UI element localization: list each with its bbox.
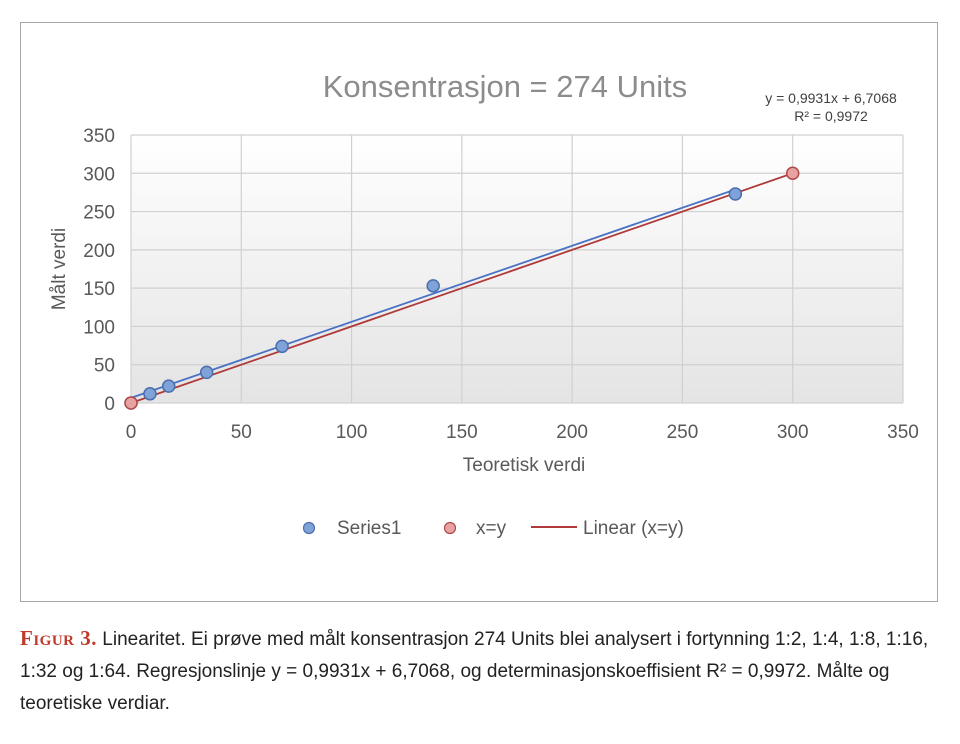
series1-point: [728, 187, 743, 201]
series1-point: [199, 365, 214, 380]
y-tick-label: 50: [94, 356, 115, 377]
y-tick-label: 350: [83, 126, 115, 147]
trendline-equation: y = 0,9931x + 6,7068: [765, 90, 897, 106]
series1-point: [426, 279, 440, 293]
x-tick-label: 150: [446, 422, 478, 443]
x-tick-label: 200: [556, 422, 588, 443]
trendline-xy: [130, 172, 794, 404]
legend-label-series1: Series1: [337, 518, 401, 539]
x-tick-labels: 0 50 100 150 200 250 300 350: [126, 422, 919, 443]
legend: Series1 x=y Linear (x=y): [302, 518, 684, 539]
series1-point: [143, 387, 157, 401]
x-tick-label: 0: [126, 422, 137, 443]
chart-canvas: 0 50 100 150 200 250 300 350 0 50 100 150 200 250 300…: [49, 69, 919, 539]
figure-caption-text: Linearitet. Ei prøve med målt konsentras…: [20, 629, 929, 714]
figure-caption: Figur 3. Linearitet. Ei prøve med målt k…: [20, 622, 940, 720]
figure-label: Figur 3.: [20, 626, 97, 650]
legend-marker-series1: [302, 521, 316, 535]
x-tick-label: 250: [667, 422, 699, 443]
chart-frame: 0 50 100 150 200 250 300 350 0 50 100 150 200 250 300…: [20, 22, 938, 602]
legend-label-linear: Linear (x=y): [583, 518, 684, 539]
y-tick-labels: 0 50 100 150 200 250 300 350: [83, 126, 115, 415]
x-tick-label: 100: [336, 422, 368, 443]
gridlines: [130, 134, 904, 404]
x-axis-label: Teoretisk verdi: [463, 455, 586, 476]
legend-marker-xy: [443, 521, 457, 535]
x-tick-label: 300: [777, 422, 809, 443]
legend-label-xy: x=y: [476, 518, 507, 539]
chart-title: Konsentrasjon = 274 Units: [323, 69, 687, 104]
y-tick-label: 300: [83, 164, 115, 185]
trendline-series1: [130, 188, 736, 399]
y-tick-label: 250: [83, 203, 115, 224]
x-tick-label: 50: [231, 422, 252, 443]
xy-point: [785, 166, 800, 181]
y-tick-label: 200: [83, 241, 115, 262]
data-points: [124, 166, 800, 410]
y-tick-label: 100: [83, 317, 115, 338]
y-tick-label: 0: [104, 394, 115, 415]
x-tick-label: 350: [887, 422, 919, 443]
xy-point: [124, 396, 138, 410]
y-axis-label: Målt verdi: [49, 228, 70, 310]
trendlines: [130, 172, 794, 404]
y-tick-label: 150: [83, 279, 115, 300]
series1-point: [161, 379, 176, 393]
trendline-r2: R² = 0,9972: [794, 108, 868, 124]
series1-point: [275, 339, 289, 354]
